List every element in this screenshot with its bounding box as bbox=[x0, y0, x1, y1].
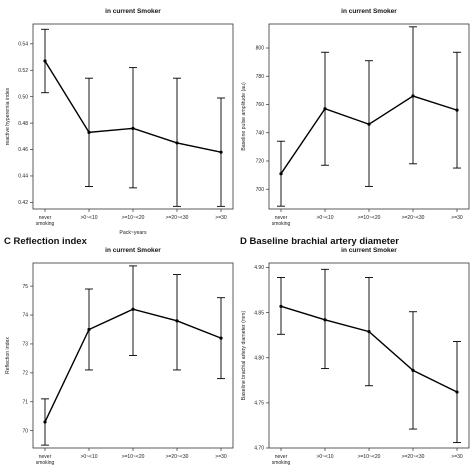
x-tick-label: never smoking bbox=[272, 454, 291, 466]
x-tick-label: >=30 bbox=[451, 215, 463, 221]
data-point bbox=[219, 150, 223, 154]
x-tick-label-line: never bbox=[39, 454, 52, 460]
x-tick-label: >=20~<30 bbox=[402, 454, 425, 460]
y-tick-label: 72 bbox=[22, 371, 28, 377]
data-point bbox=[367, 329, 371, 334]
data-point bbox=[323, 107, 327, 111]
chart-panel-2: in current Smoker 700 720 740 760 780 800 never… bbox=[241, 8, 470, 227]
x-tick-label: never smoking bbox=[272, 215, 291, 227]
x-tick-label-line: never bbox=[275, 215, 288, 221]
data-point bbox=[411, 368, 415, 372]
y-tick-label: 0.50 bbox=[18, 94, 28, 100]
x-tick-label: >0~<10 bbox=[316, 454, 333, 460]
x-tick-label: >=10~<20 bbox=[122, 454, 145, 460]
chart-panel-1: in current Smoker 0.42 0.44 0.46 0.48 0.50 0.5… bbox=[5, 8, 234, 236]
y-tick-label: 4.75 bbox=[254, 401, 264, 407]
y-tick-label: 800 bbox=[256, 46, 265, 52]
x-tick-label: never smoking bbox=[36, 215, 55, 227]
y-tick-label: 71 bbox=[22, 399, 28, 405]
x-tick-label-line: never bbox=[39, 215, 52, 221]
x-tick-label: >=20~<30 bbox=[166, 215, 189, 221]
y-tick-label: 0.46 bbox=[18, 147, 28, 153]
x-tick-label: >=20~<30 bbox=[402, 215, 425, 221]
x-tick-label-line: never bbox=[275, 454, 288, 460]
y-tick-label: 74 bbox=[22, 313, 28, 319]
x-tick-label: >=30 bbox=[215, 454, 227, 460]
data-point bbox=[279, 172, 283, 176]
y-tick-label: 740 bbox=[256, 130, 265, 136]
x-tick-label-line: smoking bbox=[272, 460, 291, 466]
y-axis-label: Reflection index bbox=[5, 337, 11, 374]
x-tick-label: >=30 bbox=[451, 454, 463, 460]
chart-title: in current Smoker bbox=[105, 8, 161, 15]
panel-heading: D Baseline brachial artery diameter bbox=[240, 236, 399, 247]
y-tick-label: 73 bbox=[22, 342, 28, 348]
y-tick-label: 70 bbox=[22, 428, 28, 434]
y-axis-label: reactive hyperemia index bbox=[5, 87, 11, 145]
data-point bbox=[175, 319, 179, 323]
y-tick-label: 4.80 bbox=[254, 355, 264, 361]
x-tick-label-line: smoking bbox=[36, 460, 55, 466]
x-tick-label: >=20~<30 bbox=[166, 454, 189, 460]
x-axis-label: Pack~years bbox=[119, 230, 147, 236]
x-tick-label: >=10~<20 bbox=[122, 215, 145, 221]
data-point bbox=[279, 304, 283, 308]
data-point bbox=[131, 126, 135, 130]
data-point bbox=[175, 141, 179, 145]
x-tick-label: >0~<10 bbox=[80, 454, 97, 460]
data-point bbox=[455, 390, 459, 394]
y-axis-label: Baseline brachial artery diameter (mm) bbox=[241, 311, 247, 401]
y-tick-label: 720 bbox=[256, 159, 265, 165]
x-tick-label: >0~<10 bbox=[316, 215, 333, 221]
y-tick-label: 75 bbox=[22, 284, 28, 290]
y-tick-label: 0.42 bbox=[18, 200, 28, 206]
chart-title: in current Smoker bbox=[105, 247, 161, 254]
x-tick-label: >=10~<20 bbox=[358, 215, 381, 221]
data-point bbox=[455, 108, 459, 112]
y-tick-label: 0.54 bbox=[18, 42, 28, 48]
x-tick-label: never smoking bbox=[36, 454, 55, 466]
y-tick-label: 760 bbox=[256, 102, 265, 108]
y-axis-label: Baseline pulse amplitude (au) bbox=[241, 82, 247, 151]
x-tick-label: >=10~<20 bbox=[358, 454, 381, 460]
y-tick-label: 0.44 bbox=[18, 174, 28, 180]
y-tick-label: 4.70 bbox=[254, 446, 264, 452]
y-tick-label: 0.48 bbox=[18, 121, 28, 127]
data-point bbox=[87, 130, 91, 134]
data-point bbox=[367, 122, 371, 126]
data-point bbox=[411, 94, 415, 98]
y-tick-label: 780 bbox=[256, 74, 265, 80]
x-tick-label-line: smoking bbox=[272, 221, 291, 227]
data-point bbox=[43, 420, 47, 424]
data-point bbox=[87, 327, 91, 332]
x-tick-label: >=30 bbox=[215, 215, 227, 221]
chart-title: in current Smoker bbox=[341, 8, 397, 15]
y-tick-label: 0.52 bbox=[18, 68, 28, 74]
x-tick-label: >0~<10 bbox=[80, 215, 97, 221]
data-point bbox=[323, 318, 327, 322]
y-tick-label: 4.90 bbox=[254, 265, 264, 271]
x-tick-label-line: smoking bbox=[36, 221, 55, 227]
y-tick-label: 4.85 bbox=[254, 310, 264, 316]
panel-heading: C Reflection index bbox=[4, 236, 88, 247]
data-point bbox=[219, 336, 223, 340]
data-point bbox=[131, 307, 135, 311]
data-point bbox=[43, 59, 47, 63]
y-tick-label: 700 bbox=[256, 187, 265, 193]
chart-panel-3: C Reflection index in current Smoker 70 71 7… bbox=[4, 236, 234, 466]
chart-title: in current Smoker bbox=[341, 247, 397, 254]
